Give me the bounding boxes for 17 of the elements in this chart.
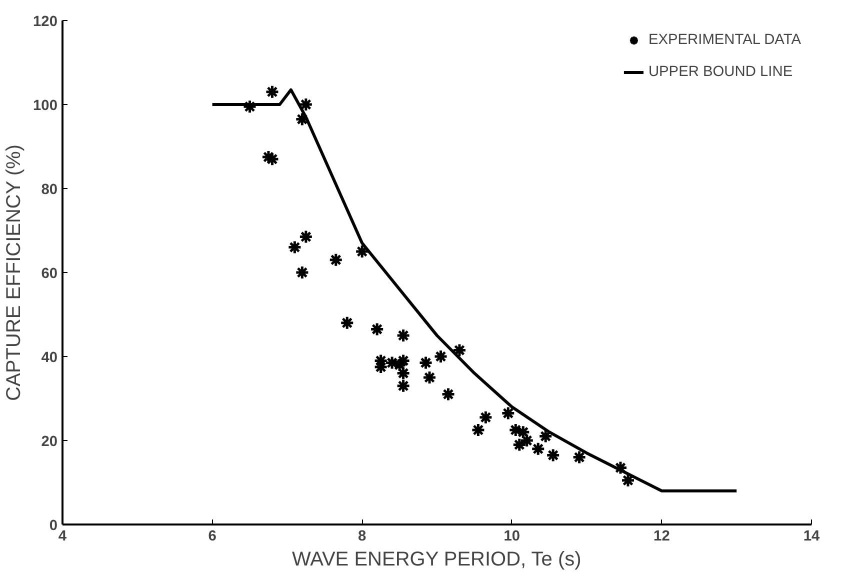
y-axis-title: CAPTURE EFFICIENCY (%) xyxy=(3,144,26,401)
x-tick-label: 6 xyxy=(208,528,216,544)
legend-label: EXPERIMENTAL DATA xyxy=(648,32,801,48)
x-tick-label: 8 xyxy=(358,528,366,544)
y-tick-label: 80 xyxy=(41,182,58,198)
y-tick-label: 0 xyxy=(49,518,58,534)
x-tick-label: 12 xyxy=(654,528,670,544)
y-tick-label: 120 xyxy=(33,14,58,30)
x-tick-label: 14 xyxy=(803,528,820,544)
y-tick-label: 20 xyxy=(41,434,58,450)
y-tick-label: 100 xyxy=(33,98,58,114)
legend-label: UPPER BOUND LINE xyxy=(648,64,793,80)
x-axis-title: WAVE ENERGY PERIOD, Te (s) xyxy=(292,548,582,570)
x-tick-label: 10 xyxy=(504,528,520,544)
y-tick-label: 60 xyxy=(41,266,58,282)
y-tick-label: 40 xyxy=(41,350,58,366)
x-tick-label: 4 xyxy=(58,528,68,544)
